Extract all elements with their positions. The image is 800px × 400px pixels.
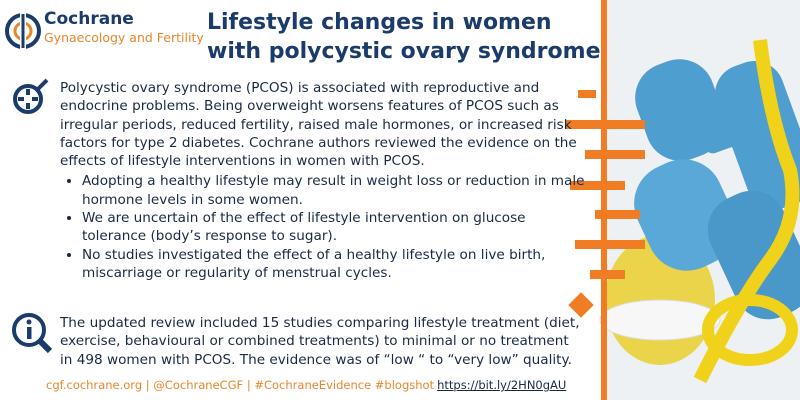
- dashes: [565, 90, 645, 318]
- plate: [599, 299, 721, 341]
- tape: [693, 39, 800, 384]
- bullet-list: Adopting a healthy lifestyle may result …: [60, 172, 590, 282]
- bullet: We are uncertain of the effect of lifest…: [82, 209, 590, 246]
- info-icon: [12, 313, 53, 354]
- footer-link[interactable]: https://bit.ly/2HN0gAU: [437, 378, 567, 392]
- bullet: No studies investigated the effect of a …: [82, 246, 590, 283]
- intro: Polycystic ovary syndrome (PCOS) is asso…: [60, 79, 590, 282]
- footer: cgf.cochrane.org | @CochraneCGF | #Cochr…: [46, 378, 566, 392]
- footer-text: cgf.cochrane.org | @CochraneCGF | #Cochr…: [46, 378, 435, 392]
- dumbbells: [634, 59, 800, 320]
- logo-icon: [5, 12, 41, 50]
- title: Lifestyle changes in women with polycyst…: [207, 8, 601, 66]
- title-line: with polycystic ovary syndrome: [207, 39, 601, 64]
- logo-name: Cochrane: [44, 9, 134, 29]
- title-line: Lifestyle changes in women: [207, 10, 552, 35]
- target-icon: [13, 78, 49, 114]
- logo-group: Gynaecology and Fertility: [44, 30, 204, 45]
- divider: [601, 0, 607, 400]
- tape-roll: [702, 294, 798, 366]
- bullet: Adopting a healthy lifestyle may result …: [82, 172, 590, 209]
- intro-text: Polycystic ovary syndrome (PCOS) is asso…: [60, 80, 577, 170]
- summary: The updated review included 15 studies c…: [60, 315, 580, 368]
